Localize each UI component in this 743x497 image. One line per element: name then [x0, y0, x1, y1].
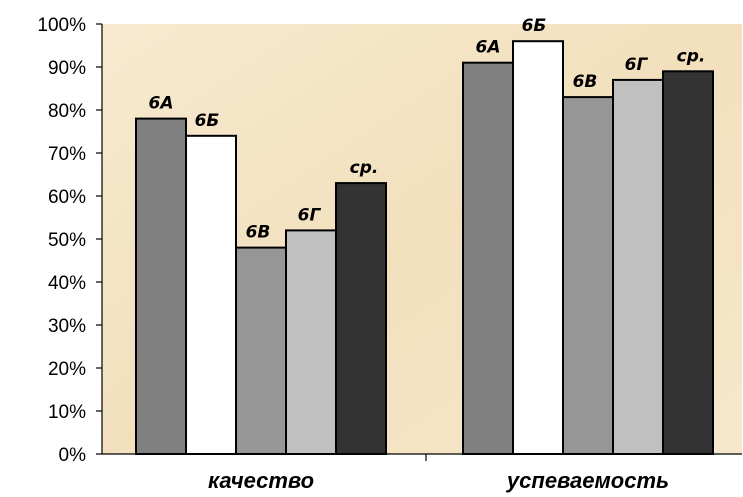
y-tick-label: 0%	[59, 445, 87, 466]
bar	[612, 78, 664, 456]
y-tick-label: 20%	[48, 359, 86, 380]
bar-data-label: ср.	[350, 158, 379, 178]
bar	[662, 70, 714, 456]
bar	[512, 40, 564, 455]
y-tick-label: 80%	[48, 101, 86, 122]
bar-data-label: 6А	[476, 38, 501, 58]
bar	[235, 246, 287, 455]
y-tick-label: 100%	[37, 15, 86, 36]
bar-data-label: 6А	[149, 94, 174, 114]
y-tick-label: 70%	[48, 144, 86, 165]
bar-data-label: ср.	[677, 46, 706, 66]
bar-data-label: 6Б	[522, 16, 547, 36]
bar	[462, 61, 514, 455]
data-labels: 6А 6Б 6В 6Г ср. 6А 6Б 6В 6Г ср.	[149, 16, 706, 242]
bar	[185, 134, 237, 456]
bar-data-label: 6Г	[298, 205, 322, 225]
bar	[285, 229, 337, 455]
x-category-label: успеваемость	[506, 468, 669, 493]
y-tick-label: 30%	[48, 316, 86, 337]
bar	[335, 182, 387, 455]
y-tick-label: 10%	[48, 402, 86, 423]
y-tick-label: 40%	[48, 273, 86, 294]
y-axis-ticks: 0% 10% 20% 30% 40% 50% 60% 70% 80% 90% 100%	[37, 15, 102, 466]
bar-data-label: 6Г	[625, 55, 649, 75]
bar-data-label: 6Б	[195, 111, 220, 131]
x-category-label: качество	[208, 468, 314, 493]
bar-data-label: 6В	[573, 72, 598, 92]
bar	[135, 117, 187, 455]
category-labels: качество успеваемость	[208, 468, 669, 493]
y-tick-label: 50%	[48, 230, 86, 251]
bar-data-label: 6В	[246, 223, 271, 243]
bars	[135, 40, 714, 456]
y-tick-label: 90%	[48, 58, 86, 79]
bar	[562, 96, 614, 455]
y-tick-label: 60%	[48, 187, 86, 208]
